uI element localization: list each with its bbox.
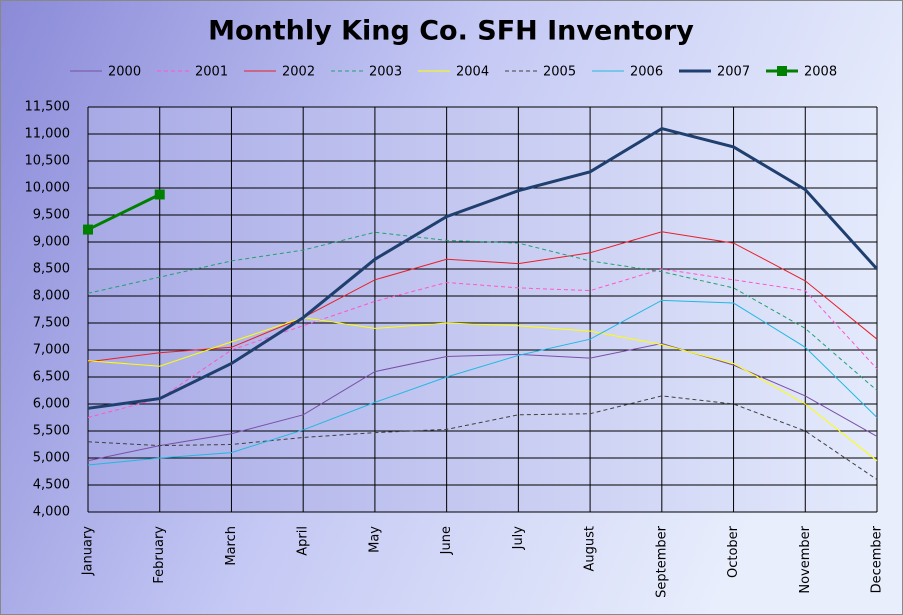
y-tick-label: 7,500 — [33, 316, 70, 331]
y-tick-label: 10,000 — [25, 181, 71, 196]
series-line — [87, 299, 878, 466]
x-tick-label: February — [152, 526, 167, 584]
y-tick-label: 7,000 — [33, 343, 70, 358]
series-line — [87, 395, 878, 481]
legend-label: 2002 — [282, 65, 315, 80]
series-line — [87, 268, 878, 418]
x-tick-label: April — [296, 526, 311, 556]
legend-label: 2006 — [630, 65, 663, 80]
y-tick-label: 6,500 — [33, 370, 70, 385]
series-line — [87, 231, 878, 363]
x-tick-label: October — [726, 525, 741, 578]
y-tick-label: 9,000 — [33, 235, 70, 250]
y-tick-label: 5,000 — [33, 451, 70, 466]
point-marker — [83, 224, 93, 235]
x-tick-label: January — [81, 526, 96, 577]
y-tick-label: 5,500 — [33, 424, 70, 439]
x-tick-label: July — [511, 526, 526, 551]
legend-marker — [777, 66, 787, 76]
y-tick-label: 4,000 — [33, 505, 70, 520]
plot-area — [88, 107, 877, 512]
legend-label: 2008 — [804, 65, 837, 80]
y-tick-label: 11,500 — [25, 100, 71, 115]
y-tick-label: 9,500 — [33, 208, 70, 223]
y-tick-label: 8,500 — [33, 262, 70, 277]
chart-title: Monthly King Co. SFH Inventory — [208, 16, 694, 47]
y-tick-label: 8,000 — [33, 289, 70, 304]
y-tick-label: 10,500 — [25, 154, 71, 169]
legend-label: 2004 — [456, 65, 489, 80]
series-line — [87, 126, 879, 410]
x-tick-label: May — [367, 526, 382, 553]
x-tick-label: March — [224, 526, 239, 566]
series-line — [87, 317, 878, 462]
x-tick-label: September — [654, 525, 669, 598]
x-tick-label: December — [870, 525, 885, 593]
series-line — [87, 231, 878, 391]
series-line — [87, 193, 161, 231]
legend-label: 2003 — [369, 65, 402, 80]
y-tick-label: 6,000 — [33, 397, 70, 412]
point-marker — [154, 189, 165, 200]
legend-label: 2001 — [195, 65, 228, 80]
legend-label: 2007 — [717, 65, 750, 80]
y-tick-label: 11,000 — [25, 127, 71, 142]
x-tick-label: November — [798, 525, 813, 593]
y-tick-label: 4,500 — [33, 478, 70, 493]
x-tick-label: June — [439, 526, 454, 555]
legend-label: 2000 — [108, 65, 141, 80]
legend-label: 2005 — [543, 65, 576, 80]
x-tick-label: August — [583, 526, 598, 572]
